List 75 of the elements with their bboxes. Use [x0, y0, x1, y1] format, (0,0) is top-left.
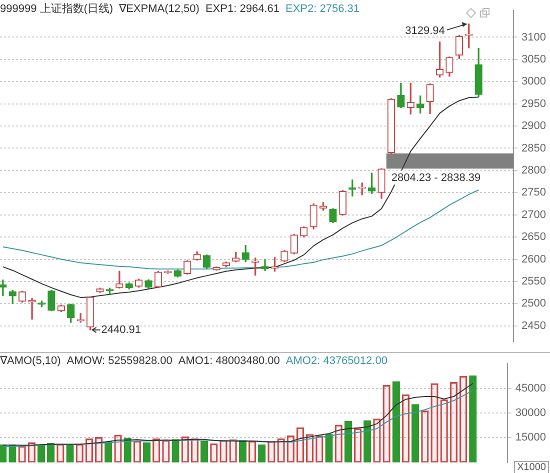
annotation: 2440.91: [101, 324, 142, 336]
text: EXP1: 2964.61: [205, 3, 280, 15]
y-tick-label: 3050: [522, 53, 546, 66]
bar: [8, 444, 16, 462]
y-tick-label: 2500: [522, 298, 546, 310]
bar: [114, 434, 122, 462]
bar: [277, 438, 285, 462]
bar: [430, 383, 438, 462]
bar: [220, 440, 228, 462]
y-tick-label: 2950: [522, 98, 546, 110]
bar: [56, 444, 64, 462]
bar: [459, 376, 468, 462]
bar: [133, 440, 141, 462]
bar: [200, 440, 208, 462]
y-tick-label: 2800: [522, 164, 546, 176]
chart-subtitle: ∇EXPMA(12,50): [119, 3, 200, 15]
y-tick-label: 15000: [515, 432, 546, 444]
y-tick-label: 2550: [522, 275, 546, 288]
y-tick-label: 3100: [522, 31, 546, 44]
y-tick-label: 2750: [522, 186, 546, 199]
bar: [142, 442, 151, 462]
bar: [238, 440, 247, 462]
text: X1000: [514, 461, 549, 473]
bar: [325, 434, 333, 462]
bar: [152, 438, 160, 462]
bar: [364, 420, 372, 462]
y-tick-label: 2900: [522, 120, 546, 132]
bar: [421, 410, 429, 462]
bar: [37, 444, 46, 462]
chart-title: ∇AMO(5,10): [0, 355, 61, 367]
y-tick-label: 2600: [522, 253, 546, 266]
y-tick-label: 3000: [522, 76, 546, 88]
bar: [66, 444, 74, 462]
bar: [210, 443, 218, 462]
y-tick-label: 2850: [522, 142, 546, 154]
bar: [412, 404, 420, 462]
text: EXP2: 2756.31: [285, 3, 360, 15]
bar: [104, 441, 112, 462]
bar: [0, 444, 7, 462]
bar: [85, 438, 94, 462]
band-label: 2804.23 - 2838.39: [391, 172, 481, 184]
bar: [268, 440, 276, 462]
y-tick-label: 2650: [522, 231, 546, 244]
chart-title: 999999 上证指数(日线): [0, 3, 114, 15]
bar: [402, 394, 410, 462]
bar: [334, 424, 342, 462]
text: AMO2: 43765012.00: [286, 355, 388, 367]
bar: [124, 438, 132, 462]
y-tick-label: 2450: [522, 320, 546, 332]
bar: [450, 382, 458, 462]
y-tick-label: 45000: [515, 382, 546, 394]
bar: [94, 437, 103, 462]
bar: [229, 439, 237, 462]
bar: [162, 440, 170, 462]
bar: [286, 436, 294, 462]
bar: [296, 427, 304, 462]
bar: [258, 444, 266, 462]
text: AMO1: 48003480.00: [178, 355, 280, 367]
bar: [354, 428, 362, 462]
bar: [316, 436, 324, 462]
bar: [190, 438, 199, 462]
bar: [248, 440, 256, 462]
bar: [373, 418, 381, 462]
y-tick-label: 2700: [522, 208, 546, 221]
bar: [76, 444, 84, 462]
annotation: 3129.94: [405, 24, 445, 37]
bar: [18, 446, 26, 462]
bar: [440, 399, 448, 462]
bar: [392, 381, 400, 462]
bar: [469, 376, 477, 462]
y-tick-label: 30000: [515, 407, 546, 420]
bar: [344, 420, 352, 462]
bar: [382, 385, 390, 462]
chart-subtitle: AMOW: 52559828.00: [66, 355, 172, 367]
bar: [172, 439, 180, 462]
